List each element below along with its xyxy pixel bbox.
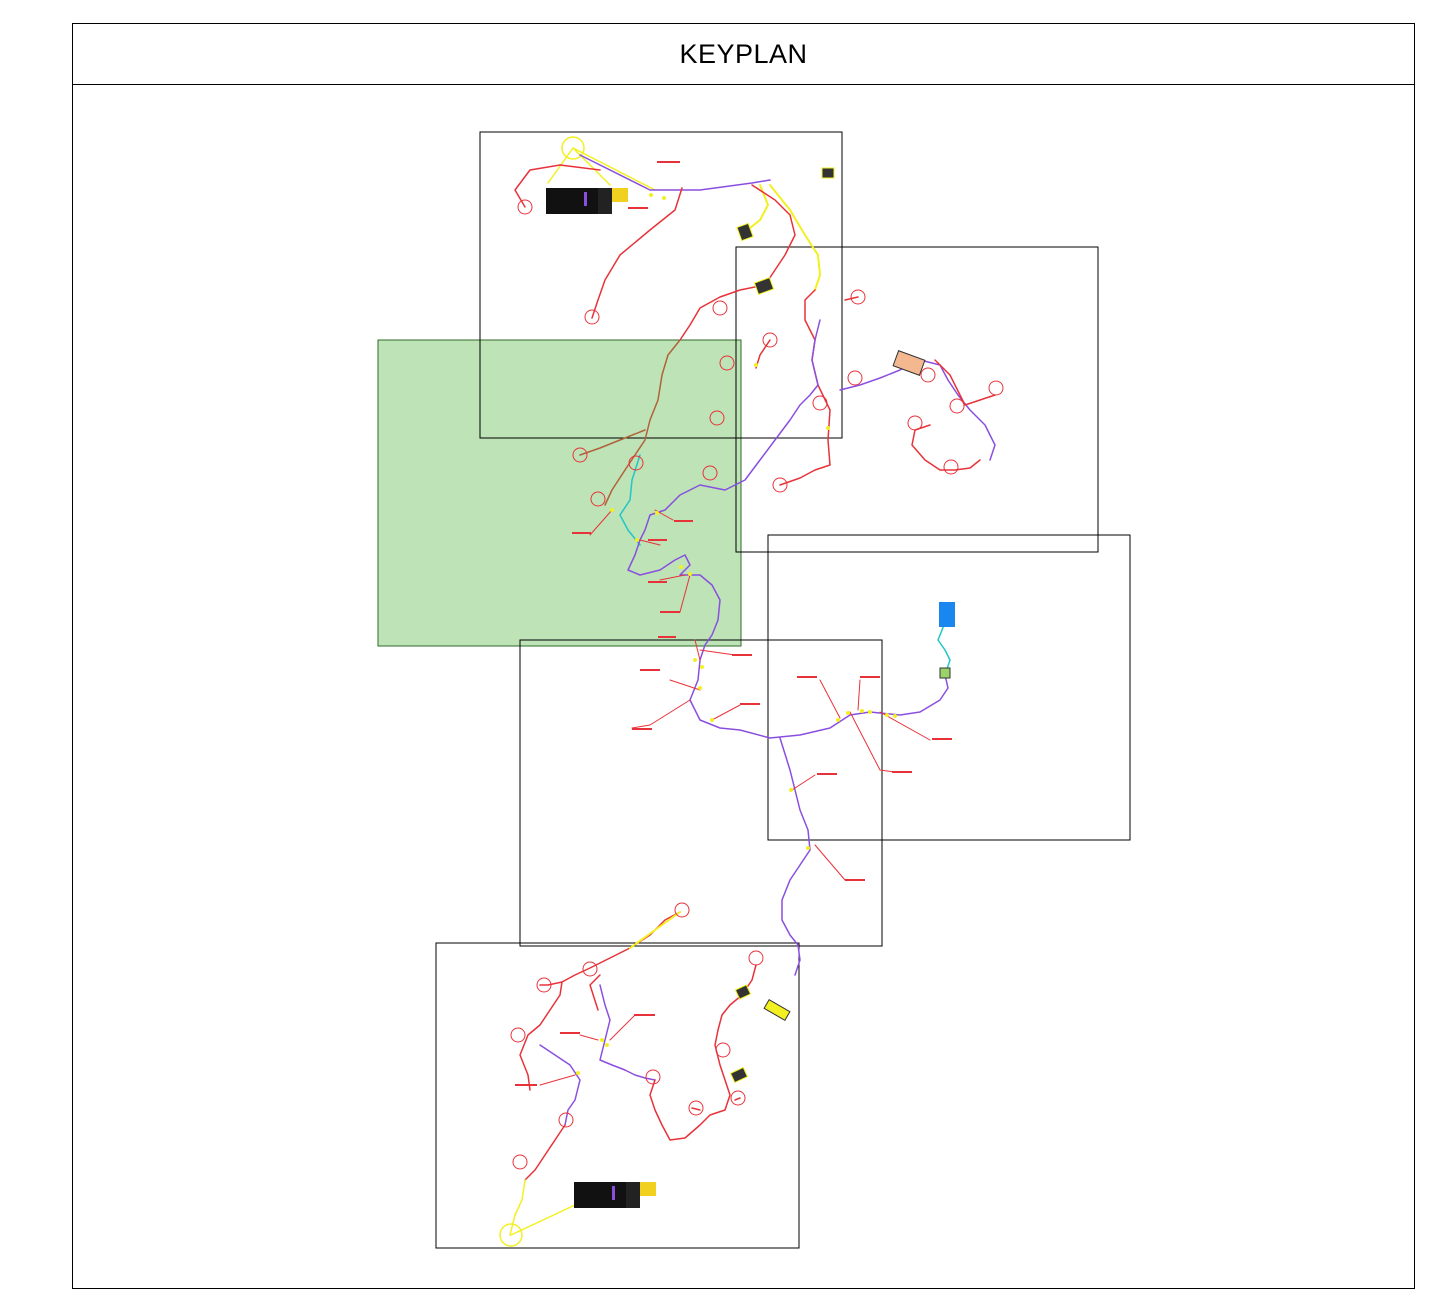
route-yellow bbox=[509, 1179, 526, 1236]
route-red bbox=[751, 184, 796, 286]
marker-dots bbox=[576, 193, 897, 1075]
route-yellow bbox=[744, 184, 821, 291]
route-red bbox=[934, 359, 996, 406]
route-red bbox=[691, 1097, 741, 1111]
route-purple bbox=[599, 984, 656, 1081]
route-red bbox=[589, 974, 601, 1011]
sheet-5-outline[interactable] bbox=[519, 639, 883, 947]
callout-leader bbox=[539, 1014, 636, 1086]
route-red bbox=[679, 284, 766, 341]
site-glyphs bbox=[729, 167, 951, 1084]
start-circle-top bbox=[561, 136, 585, 160]
route-brown bbox=[604, 339, 681, 506]
keyplan-frame: KEYPLAN bbox=[72, 23, 1415, 1289]
route-red bbox=[539, 981, 563, 986]
marker-circles bbox=[510, 199, 1004, 1170]
start-circle-bottom bbox=[499, 1223, 523, 1247]
route-red bbox=[755, 339, 771, 369]
title-bar: KEYPLAN bbox=[73, 24, 1414, 85]
sheet-1-outline[interactable] bbox=[479, 131, 843, 439]
legend-block-top bbox=[546, 188, 628, 214]
route-red bbox=[591, 187, 683, 319]
route-red bbox=[649, 964, 757, 1141]
route-purple bbox=[627, 319, 949, 739]
route-purple bbox=[839, 359, 996, 461]
route-purple bbox=[579, 154, 771, 191]
route-red bbox=[779, 289, 831, 486]
sheet-2-outline[interactable] bbox=[735, 246, 1099, 553]
legend-block-bottom bbox=[574, 1182, 656, 1208]
route-network bbox=[499, 136, 996, 1247]
route-yellow bbox=[629, 911, 681, 949]
route-purple bbox=[539, 1044, 581, 1126]
route-red bbox=[519, 911, 681, 1091]
route-brown bbox=[579, 429, 646, 456]
route-cyan bbox=[937, 624, 951, 676]
route-red bbox=[524, 1124, 566, 1181]
route-red bbox=[911, 424, 981, 471]
callout-labels bbox=[515, 161, 952, 1086]
route-purple bbox=[779, 737, 811, 976]
sheet-3-highlight[interactable] bbox=[377, 339, 742, 647]
sheet-4-outline[interactable] bbox=[767, 534, 1131, 841]
blue-location-marker bbox=[939, 602, 955, 627]
route-cyan bbox=[619, 454, 641, 546]
callout-leader bbox=[589, 509, 931, 881]
keyplan-title: KEYPLAN bbox=[679, 38, 808, 69]
sheet-6-outline[interactable] bbox=[435, 942, 800, 1249]
route-red bbox=[514, 164, 601, 208]
